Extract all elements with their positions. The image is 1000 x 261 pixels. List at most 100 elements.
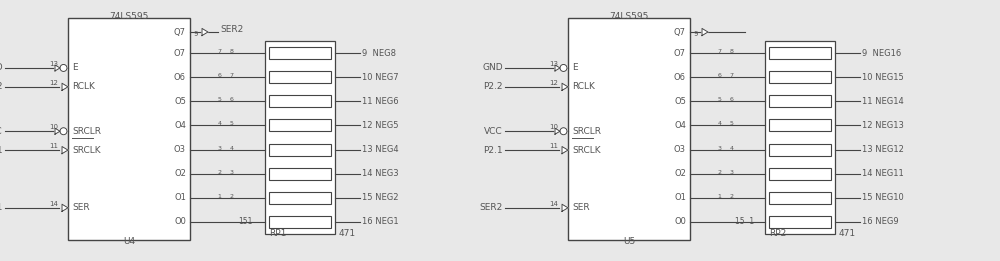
Polygon shape [55,128,60,134]
Text: 3: 3 [230,170,234,175]
Text: O5: O5 [674,97,686,106]
Bar [769,216,831,228]
Text: 11: 11 [50,143,58,149]
Bar [269,47,331,59]
Text: 4: 4 [230,146,234,151]
Text: 6: 6 [230,97,233,102]
Text: Q7: Q7 [674,27,686,37]
Text: SRCLR: SRCLR [72,127,101,136]
Text: 1: 1 [718,194,722,199]
Text: Q7: Q7 [174,27,186,37]
Text: GND: GND [0,63,3,73]
Text: 11 NEG6: 11 NEG6 [362,97,399,106]
Text: 4: 4 [730,146,734,151]
Text: O5: O5 [174,97,186,106]
Text: O3: O3 [174,145,186,154]
Bar [769,168,831,180]
Polygon shape [62,146,68,154]
Text: 13: 13 [50,61,58,67]
Text: 12: 12 [50,80,58,86]
Text: 14: 14 [50,201,58,207]
Text: U5: U5 [623,237,635,246]
Text: RCLK: RCLK [572,82,595,91]
Text: SER: SER [72,203,90,212]
Text: P2.1: P2.1 [483,146,503,155]
Text: 74LS595: 74LS595 [109,12,149,21]
Text: 1: 1 [218,194,222,199]
Text: RCLK: RCLK [72,82,95,91]
Text: O0: O0 [174,217,186,227]
Text: 2: 2 [230,194,234,199]
Text: 9: 9 [194,31,198,37]
Text: 4: 4 [218,121,222,126]
Text: O4: O4 [174,121,186,130]
Text: 151: 151 [238,217,252,226]
Text: SER2: SER2 [220,26,243,34]
Bar [769,47,831,59]
Text: 6: 6 [218,73,222,78]
Text: SER: SER [572,203,590,212]
Text: 3: 3 [218,146,222,151]
Bar [269,192,331,204]
Polygon shape [555,65,560,71]
Text: 9  NEG8: 9 NEG8 [362,49,396,57]
Text: O2: O2 [674,169,686,178]
Text: 14 NEG11: 14 NEG11 [862,169,904,178]
Text: 6: 6 [730,97,733,102]
Polygon shape [562,204,568,211]
Text: 14 NEG3: 14 NEG3 [362,169,399,178]
Text: 15 NEG2: 15 NEG2 [362,193,398,202]
Text: O4: O4 [674,121,686,130]
Bar [269,95,331,107]
Text: O6: O6 [674,73,686,82]
Circle shape [60,64,67,72]
Text: SER1: SER1 [0,203,3,212]
Polygon shape [562,83,568,90]
Bar [269,71,331,83]
Text: GND: GND [482,63,503,73]
Bar [568,18,690,240]
Text: 15  1: 15 1 [735,217,755,226]
Text: 10: 10 [550,124,558,130]
Text: 11 NEG14: 11 NEG14 [862,97,904,106]
Text: 7: 7 [730,73,734,78]
Text: 10 NEG7: 10 NEG7 [362,73,399,82]
Text: 6: 6 [718,73,722,78]
Bar [769,71,831,83]
Circle shape [560,64,567,72]
Bar [269,168,331,180]
Text: 5: 5 [718,97,722,102]
Text: 74LS595: 74LS595 [609,12,649,21]
Text: RP2: RP2 [769,229,786,238]
Circle shape [560,128,567,135]
Text: 2: 2 [718,170,722,175]
Bar [765,41,835,234]
Text: 13: 13 [550,61,558,67]
Text: 9  NEG16: 9 NEG16 [862,49,901,57]
Polygon shape [62,83,68,90]
Text: U4: U4 [123,237,135,246]
Polygon shape [702,28,708,35]
Polygon shape [62,204,68,211]
Text: 471: 471 [339,229,356,238]
Text: O1: O1 [674,193,686,202]
Bar [269,216,331,228]
Text: O0: O0 [674,217,686,227]
Text: O6: O6 [174,73,186,82]
Text: 7: 7 [218,49,222,54]
Bar [769,120,831,132]
Bar [68,18,190,240]
Text: 15 NEG10: 15 NEG10 [862,193,904,202]
Text: 13 NEG4: 13 NEG4 [362,145,399,154]
Text: P2.2: P2.2 [484,82,503,91]
Text: SER2: SER2 [480,203,503,212]
Bar [269,120,331,132]
Text: E: E [72,63,78,73]
Text: VCC: VCC [0,127,3,136]
Text: 5: 5 [730,121,733,126]
Text: 7: 7 [718,49,722,54]
Bar [265,41,335,234]
Text: P2.1: P2.1 [0,146,3,155]
Text: SRCLK: SRCLK [72,146,101,155]
Text: 10 NEG15: 10 NEG15 [862,73,904,82]
